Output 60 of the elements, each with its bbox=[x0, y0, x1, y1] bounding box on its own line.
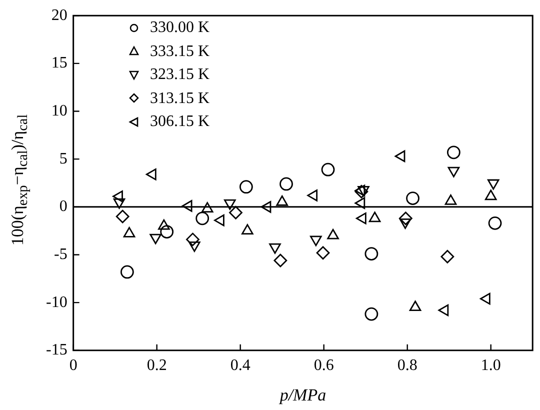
point bbox=[394, 150, 406, 162]
point bbox=[354, 184, 366, 197]
point bbox=[188, 241, 200, 252]
legend-label: 330.00 K bbox=[150, 18, 210, 38]
y-tick-label: 20 bbox=[51, 6, 68, 24]
point bbox=[116, 210, 130, 224]
legend-label: 333.15 K bbox=[150, 42, 210, 62]
point bbox=[112, 190, 123, 202]
point bbox=[409, 300, 422, 312]
point bbox=[487, 179, 500, 190]
point bbox=[182, 200, 192, 212]
x-tick-label: 0.8 bbox=[397, 357, 418, 374]
x-axis-title: p/MPa bbox=[278, 385, 326, 404]
point bbox=[150, 234, 162, 244]
x-tick-label: 0.2 bbox=[146, 357, 167, 374]
point bbox=[274, 254, 288, 268]
point bbox=[214, 214, 224, 226]
point bbox=[446, 146, 460, 160]
point bbox=[438, 304, 449, 316]
y-tick-label: 0 bbox=[59, 198, 68, 216]
point bbox=[186, 232, 200, 246]
y-tick-label: 15 bbox=[51, 54, 68, 72]
y-tick-label: -10 bbox=[46, 294, 68, 311]
point bbox=[354, 197, 366, 209]
x-tick-label: 1.0 bbox=[480, 357, 501, 374]
point bbox=[406, 192, 420, 206]
point bbox=[120, 265, 134, 279]
point bbox=[440, 250, 454, 264]
point bbox=[260, 201, 272, 213]
y-tick-label: -15 bbox=[46, 342, 68, 359]
point bbox=[399, 218, 412, 229]
y-tick-label: 5 bbox=[59, 150, 68, 168]
point bbox=[239, 180, 253, 194]
legend-label: 323.15 K bbox=[150, 65, 210, 85]
point bbox=[310, 236, 322, 246]
point bbox=[280, 177, 293, 191]
point bbox=[356, 212, 366, 224]
point bbox=[224, 199, 236, 210]
point bbox=[316, 246, 330, 260]
y-tick-label: -5 bbox=[54, 246, 68, 263]
point bbox=[398, 212, 412, 226]
point bbox=[146, 168, 156, 180]
legend-label: 313.15 K bbox=[150, 88, 210, 108]
y-tick-label: 10 bbox=[51, 102, 68, 120]
point bbox=[160, 225, 174, 238]
point bbox=[229, 206, 242, 220]
point bbox=[480, 292, 490, 305]
point bbox=[269, 243, 281, 254]
point bbox=[307, 190, 318, 202]
point bbox=[354, 184, 368, 198]
legend-label: 306.15 K bbox=[150, 112, 210, 132]
point bbox=[364, 247, 378, 260]
point bbox=[448, 166, 460, 178]
point bbox=[488, 216, 502, 230]
point bbox=[196, 212, 210, 226]
point bbox=[364, 307, 378, 321]
x-tick-label: 0.6 bbox=[314, 357, 334, 374]
point bbox=[113, 198, 126, 209]
x-tick-label: 0.4 bbox=[230, 357, 250, 374]
point bbox=[321, 162, 335, 176]
